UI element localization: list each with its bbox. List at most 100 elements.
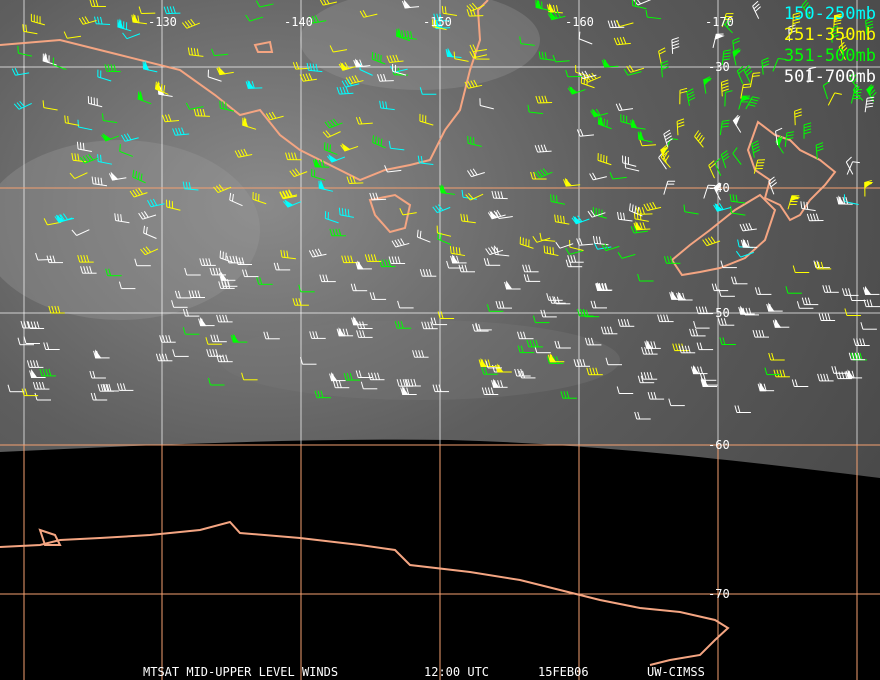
pressure-level-legend: 150-250mb 251-350mb 351-500mb 501-700mb xyxy=(784,4,876,88)
latitude-label: -60 xyxy=(708,438,730,452)
wind-barb xyxy=(640,372,658,380)
wind-barb xyxy=(866,84,877,103)
wind-barb xyxy=(546,293,563,301)
wind-barb xyxy=(743,64,753,83)
wind-barb xyxy=(401,30,417,40)
wind-barb xyxy=(472,323,489,332)
wind-barb xyxy=(658,47,666,66)
legend-150-250mb: 150-250mb xyxy=(783,4,876,24)
wind-barb xyxy=(279,190,297,200)
caption-credit: UW-CIMSS xyxy=(647,665,705,679)
wind-barb xyxy=(394,321,412,329)
wind-barb xyxy=(822,81,830,100)
wind-barb xyxy=(234,148,253,158)
wind-barb xyxy=(563,177,581,187)
wind-barb xyxy=(453,51,469,62)
wind-barb xyxy=(864,179,874,197)
wind-barb xyxy=(526,339,543,348)
wind-barb xyxy=(91,176,108,187)
wind-barb xyxy=(595,282,613,291)
wind-barb xyxy=(639,138,657,147)
wind-barb xyxy=(69,172,88,180)
wind-barbs xyxy=(7,0,880,420)
wind-barb xyxy=(565,69,582,78)
wind-barb xyxy=(845,156,854,175)
wind-barb xyxy=(617,319,635,327)
wind-barb xyxy=(732,47,742,66)
wind-barb xyxy=(43,342,60,350)
wind-barb xyxy=(336,327,354,337)
wind-barb xyxy=(355,260,372,270)
wind-barb xyxy=(209,267,226,276)
wind-barb xyxy=(97,69,112,82)
longitude-label: -150 xyxy=(423,15,452,29)
wind-barb xyxy=(711,283,729,292)
wind-barb xyxy=(77,119,93,131)
wind-barb xyxy=(327,154,346,163)
wind-barb xyxy=(549,296,566,304)
wind-barb xyxy=(219,100,235,112)
wind-barb xyxy=(155,353,173,362)
wind-barb xyxy=(467,136,482,147)
wind-barb xyxy=(46,255,63,264)
wind-barb xyxy=(388,140,405,151)
longitude-label: -140 xyxy=(284,15,313,29)
caption-date: 15FEB06 xyxy=(538,665,589,679)
wind-barb xyxy=(89,0,106,7)
wind-barb xyxy=(324,118,343,129)
wind-barb xyxy=(543,245,559,257)
wind-barb xyxy=(116,383,134,391)
wind-barb xyxy=(775,127,783,146)
wind-barb xyxy=(720,260,737,269)
wind-barb xyxy=(132,169,146,184)
wind-barb xyxy=(285,152,302,161)
wind-barb xyxy=(676,291,693,301)
wind-barb xyxy=(495,300,512,309)
wind-barb xyxy=(174,290,192,299)
wind-barb xyxy=(430,317,448,326)
wind-barb xyxy=(140,246,159,256)
wind-barb xyxy=(89,370,106,379)
wind-barb xyxy=(571,215,590,225)
wind-barb xyxy=(578,31,593,45)
wind-barb xyxy=(343,372,361,381)
wind-barb xyxy=(218,281,235,289)
wind-barb xyxy=(300,357,317,365)
wind-barb xyxy=(388,256,406,264)
wind-barb xyxy=(844,308,861,316)
wind-barb xyxy=(211,48,229,57)
wind-barb xyxy=(461,189,477,200)
latitude-label: -40 xyxy=(708,181,730,195)
wind-barb xyxy=(864,96,875,113)
wind-barb xyxy=(104,64,121,73)
wind-barb xyxy=(752,329,769,338)
wind-barb xyxy=(768,176,777,195)
wind-barb xyxy=(550,194,566,205)
wind-barb xyxy=(615,20,634,27)
wind-barb xyxy=(359,10,378,18)
wind-barb xyxy=(263,331,280,340)
wind-barb xyxy=(676,118,685,136)
wind-barb xyxy=(752,0,761,19)
wind-barb xyxy=(547,353,565,363)
wind-barb xyxy=(796,301,814,309)
wind-barb xyxy=(609,172,627,180)
wind-barb xyxy=(216,314,233,323)
wind-barb xyxy=(172,127,190,136)
wind-barb xyxy=(52,57,67,70)
wind-barb xyxy=(309,331,326,339)
wind-barb xyxy=(11,67,30,76)
wind-barb xyxy=(182,327,200,335)
wind-barb xyxy=(421,321,438,330)
wind-barb xyxy=(597,153,612,166)
wind-barb xyxy=(850,89,862,104)
wind-barb xyxy=(736,66,745,85)
wind-barb xyxy=(93,349,110,359)
wind-barb xyxy=(749,72,761,88)
wind-barb xyxy=(336,86,354,95)
wind-barb xyxy=(532,235,551,243)
wind-barb xyxy=(120,133,139,142)
wind-barb xyxy=(631,0,647,10)
